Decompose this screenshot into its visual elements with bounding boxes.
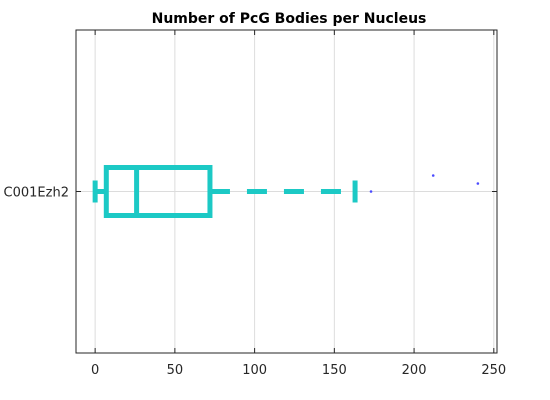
- data-marks: [92, 165, 480, 218]
- box-group: [92, 165, 480, 218]
- x-tick-label: 100: [242, 363, 267, 378]
- interquartile-box: [103, 165, 213, 218]
- x-tick-label: 150: [322, 363, 347, 378]
- x-tick-label: 50: [167, 363, 184, 378]
- outlier-point: [369, 190, 373, 193]
- y-category-label: C001Ezh2: [4, 186, 69, 201]
- outlier-point: [431, 174, 435, 177]
- x-tick-label: 0: [91, 363, 99, 378]
- chart-title: Number of PcG Bodies per Nucleus: [152, 11, 427, 27]
- x-tick-label: 250: [481, 363, 506, 378]
- x-tick-label: 200: [402, 363, 427, 378]
- axis-labels: 0 50 100 150 200 250 C001Ezh2: [4, 30, 506, 378]
- outlier-point: [476, 182, 480, 185]
